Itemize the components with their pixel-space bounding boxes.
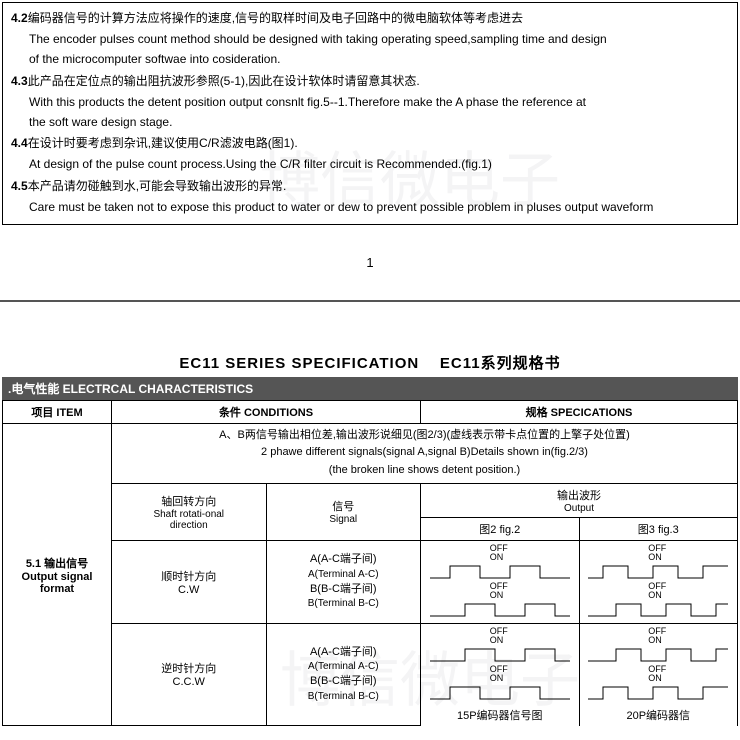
note-4-3: 4.3此产品在定位点的输出阻抗波形参照(5-1),因此在设计软体时请留意其状态. <box>11 72 729 91</box>
divider <box>0 300 740 302</box>
wave-ccw-fig2: OFFON OFFON 15P编码器信号图 <box>421 623 580 726</box>
offon-label: OFFON <box>648 627 666 645</box>
note-num: 4.3 <box>11 74 28 88</box>
note-cn: 此产品在定位点的输出阻抗波形参照(5-1),因此在设计软体时请留意其状态. <box>28 74 420 88</box>
waveform-b <box>588 600 728 620</box>
note-cn: 编码器信号的计算方法应将操作的速度,信号的取样时间及电子回路中的微电脑软体等考虑… <box>28 11 523 25</box>
title-cn: EC11系列规格书 <box>440 355 561 372</box>
wave-cw-fig2: OFFON OFFON <box>421 540 580 623</box>
desc-line: 2 phawe different signals(signal A,signa… <box>116 444 733 462</box>
shaft-header: 轴回转方向 Shaft rotati-onal direction <box>112 483 267 540</box>
sig-b-en: B(Terminal B-C) <box>271 597 417 611</box>
waveform-a <box>588 645 728 665</box>
waveform-a <box>430 645 570 665</box>
note-cn: 本产品请勿碰触到水,可能会导致输出波形的异常. <box>28 179 287 193</box>
notes-box: 4.2编码器信号的计算方法应将操作的速度,信号的取样时间及电子回路中的微电脑软体… <box>2 2 738 225</box>
sig-a-cn: A(A-C端子间) <box>271 552 417 567</box>
note-num: 4.4 <box>11 136 28 150</box>
shaft-cn: 轴回转方向 <box>116 493 262 509</box>
th-spec: 规格 SPECICATIONS <box>421 400 738 423</box>
note-en: the soft ware design stage. <box>29 113 729 132</box>
note-cn: 在设计时要考虑到杂讯,建议使用C/R滤波电路(图1). <box>28 136 298 150</box>
ccw-en: C.C.W <box>116 676 262 688</box>
row-cn: 输出信号 <box>44 558 88 570</box>
signals-ccw: A(A-C端子间) A(Terminal A-C) B(B-C端子间) B(Te… <box>266 623 421 726</box>
note-en: of the microcomputer softwae into coside… <box>29 50 729 69</box>
waveform-b <box>588 683 728 703</box>
offon-label: OFFON <box>648 582 666 600</box>
title-en: EC11 SERIES SPECIFICATION <box>179 355 419 372</box>
desc-line: A、B两信号输出相位差,输出波形说细见(图2/3)(虚线表示带卡点位置的上擎子处… <box>116 427 733 445</box>
shaft-en2: direction <box>116 520 262 531</box>
row-en: Output signal <box>7 571 107 583</box>
waveform-a <box>588 562 728 582</box>
th-conditions: 条件 CONDITIONS <box>112 400 421 423</box>
offon-label: OFFON <box>490 627 508 645</box>
cw-cell: 顺时针方向 C.W <box>112 540 267 623</box>
row-5-1-label: 5.1 输出信号 Output signal format <box>3 423 112 725</box>
note-4-4: 4.4在设计时要考虑到杂讯,建议使用C/R滤波电路(图1). <box>11 134 729 153</box>
ccw-cell: 逆时针方向 C.C.W <box>112 623 267 726</box>
row-en: format <box>7 583 107 595</box>
offon-label: OFFON <box>490 665 508 683</box>
desc-line: (the broken line shows detent position.) <box>116 462 733 480</box>
sig-a-en: A(Terminal A-C) <box>271 568 417 582</box>
cw-cn: 顺时针方向 <box>116 568 262 584</box>
ccw-cn: 逆时针方向 <box>116 660 262 676</box>
output-cn: 输出波形 <box>425 487 733 503</box>
note-num: 4.5 <box>11 179 28 193</box>
note-en: At design of the pulse count process.Usi… <box>29 155 729 174</box>
waveform-a <box>430 562 570 582</box>
note-num: 4.2 <box>11 11 28 25</box>
output-header: 输出波形 Output <box>421 483 738 517</box>
note-4-5: 4.5本产品请勿碰触到水,可能会导致输出波形的异常. <box>11 177 729 196</box>
shaft-en: Shaft rotati-onal <box>116 509 262 520</box>
section-header: .电气性能 ELECTRCAL CHARACTERISTICS <box>2 377 738 400</box>
wave-cw-fig3: OFFON OFFON <box>579 540 738 623</box>
doc-title: EC11 SERIES SPECIFICATION EC11系列规格书 <box>0 352 740 373</box>
th-item: 项目 ITEM <box>3 400 112 423</box>
cw-en: C.W <box>116 584 262 596</box>
spec-table: 项目 ITEM 条件 CONDITIONS 规格 SPECICATIONS 5.… <box>2 400 738 726</box>
sig-b-en: B(Terminal B-C) <box>271 690 417 704</box>
note-en: Care must be taken not to expose this pr… <box>29 198 729 217</box>
signals-cw: A(A-C端子间) A(Terminal A-C) B(B-C端子间) B(Te… <box>266 540 421 623</box>
offon-label: OFFON <box>490 544 508 562</box>
row-num: 5.1 <box>26 558 41 570</box>
offon-label: OFFON <box>490 582 508 600</box>
fig3-header: 图3 fig.3 <box>579 517 738 540</box>
offon-label: OFFON <box>648 544 666 562</box>
label-15p: 15P编码器信号图 <box>425 707 575 723</box>
page-number: 1 <box>0 255 740 270</box>
waveform-b <box>430 600 570 620</box>
signal-cn: 信号 <box>271 498 417 514</box>
signal-header: 信号 Signal <box>266 483 421 540</box>
sig-b-cn: B(B-C端子间) <box>271 674 417 689</box>
sig-a-cn: A(A-C端子间) <box>271 645 417 660</box>
sig-b-cn: B(B-C端子间) <box>271 582 417 597</box>
wave-ccw-fig3: OFFON OFFON 20P编码器信 <box>579 623 738 726</box>
desc-cell: A、B两信号输出相位差,输出波形说细见(图2/3)(虚线表示带卡点位置的上擎子处… <box>112 423 738 483</box>
offon-label: OFFON <box>648 665 666 683</box>
fig2-header: 图2 fig.2 <box>421 517 580 540</box>
note-4-2: 4.2编码器信号的计算方法应将操作的速度,信号的取样时间及电子回路中的微电脑软体… <box>11 9 729 28</box>
note-en: The encoder pulses count method should b… <box>29 30 729 49</box>
sig-a-en: A(Terminal A-C) <box>271 660 417 674</box>
note-en: With this products the detent position o… <box>29 93 729 112</box>
label-20p: 20P编码器信 <box>584 707 734 723</box>
signal-en: Signal <box>271 514 417 525</box>
waveform-b <box>430 683 570 703</box>
output-en: Output <box>425 503 733 514</box>
